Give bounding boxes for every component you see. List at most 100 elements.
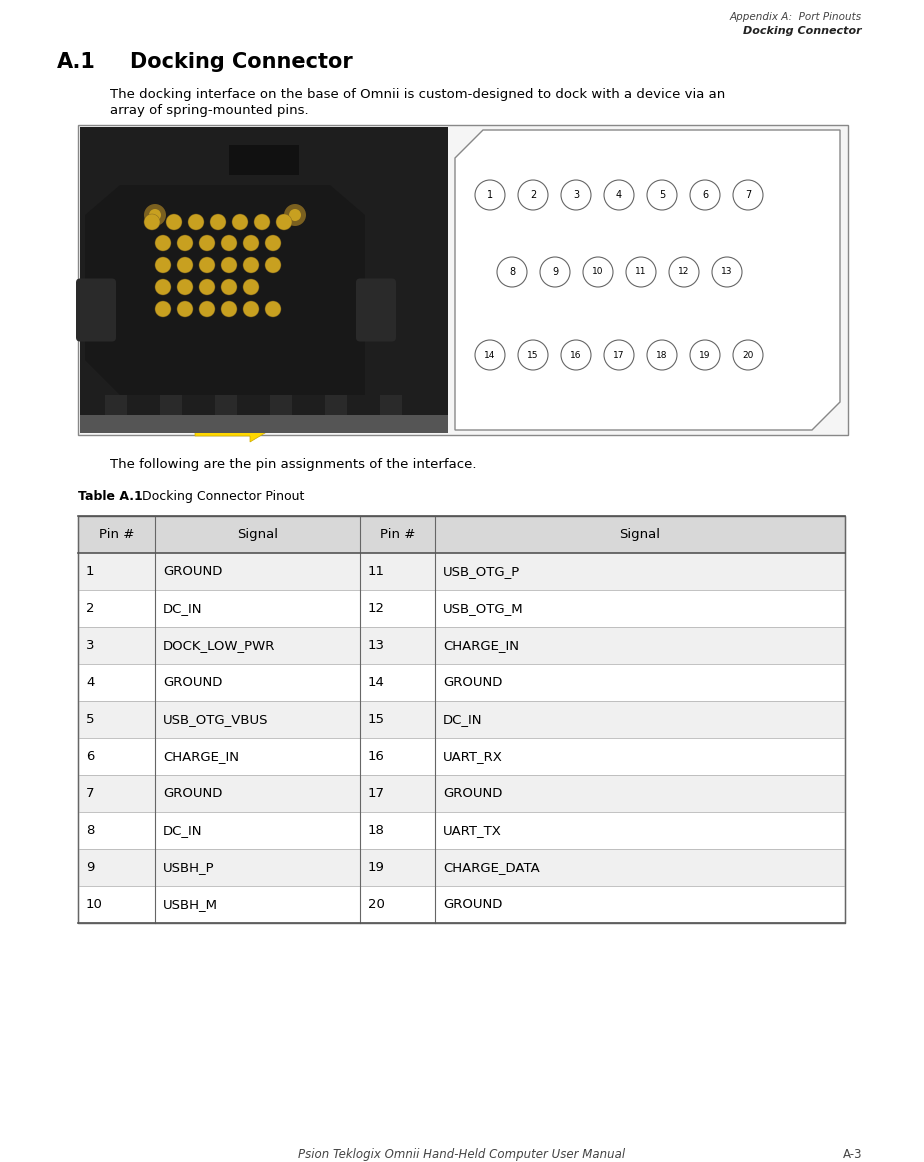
Text: array of spring-mounted pins.: array of spring-mounted pins. [110, 105, 309, 117]
Circle shape [166, 214, 182, 230]
Circle shape [647, 340, 677, 370]
Text: A-3: A-3 [843, 1148, 862, 1161]
Circle shape [276, 214, 292, 230]
Text: 15: 15 [528, 351, 539, 359]
Text: GROUND: GROUND [443, 787, 503, 799]
Text: 14: 14 [368, 676, 385, 689]
Circle shape [144, 214, 160, 230]
Bar [105, 395, 127, 415]
Circle shape [221, 301, 237, 317]
Text: CHARGE_IN: CHARGE_IN [443, 639, 519, 652]
Circle shape [475, 340, 505, 370]
Circle shape [149, 209, 161, 221]
Text: UART_TX: UART_TX [443, 824, 502, 837]
Text: GROUND: GROUND [443, 676, 503, 689]
Circle shape [199, 301, 215, 317]
FancyBboxPatch shape [76, 279, 116, 342]
Circle shape [669, 257, 699, 287]
Circle shape [221, 257, 237, 273]
Bar [325, 395, 347, 415]
Text: 3: 3 [573, 191, 579, 200]
Text: GROUND: GROUND [163, 787, 223, 799]
Text: 11: 11 [636, 267, 647, 277]
Text: 20: 20 [742, 351, 754, 359]
Bar [160, 395, 182, 415]
Circle shape [232, 214, 248, 230]
Circle shape [540, 257, 570, 287]
Circle shape [177, 301, 193, 317]
Text: DC_IN: DC_IN [443, 713, 482, 726]
Circle shape [144, 205, 166, 225]
Text: UART_RX: UART_RX [443, 749, 503, 763]
Text: 16: 16 [368, 749, 385, 763]
Circle shape [188, 214, 204, 230]
Circle shape [733, 180, 763, 210]
Text: Pin #: Pin # [99, 528, 134, 541]
Circle shape [561, 340, 591, 370]
Circle shape [243, 279, 259, 295]
Text: Signal: Signal [237, 528, 278, 541]
Text: 8: 8 [509, 267, 515, 277]
Bar [78, 516, 845, 553]
Bar [78, 553, 845, 590]
Circle shape [199, 257, 215, 273]
Circle shape [647, 180, 677, 210]
Text: DC_IN: DC_IN [163, 602, 202, 615]
Circle shape [690, 180, 720, 210]
Text: Docking Connector Pinout: Docking Connector Pinout [130, 490, 304, 503]
Text: 12: 12 [368, 602, 385, 615]
Text: 7: 7 [745, 191, 751, 200]
Text: 10: 10 [592, 267, 603, 277]
Text: 17: 17 [614, 351, 625, 359]
Circle shape [210, 214, 226, 230]
Circle shape [284, 205, 306, 225]
Circle shape [583, 257, 613, 287]
Bar [78, 775, 845, 812]
Circle shape [604, 180, 634, 210]
Text: GROUND: GROUND [443, 898, 503, 911]
Text: Docking Connector: Docking Connector [130, 52, 353, 72]
Text: The following are the pin assignments of the interface.: The following are the pin assignments of… [110, 458, 477, 471]
Text: 13: 13 [722, 267, 733, 277]
Text: 12: 12 [678, 267, 689, 277]
Text: 16: 16 [570, 351, 582, 359]
Circle shape [243, 257, 259, 273]
Circle shape [177, 257, 193, 273]
Circle shape [626, 257, 656, 287]
Circle shape [254, 214, 270, 230]
Text: 1: 1 [487, 191, 493, 200]
Polygon shape [195, 418, 270, 442]
Circle shape [199, 235, 215, 251]
Text: CHARGE_DATA: CHARGE_DATA [443, 861, 540, 874]
Circle shape [155, 235, 171, 251]
Text: 2: 2 [529, 191, 536, 200]
Text: 9: 9 [552, 267, 558, 277]
Text: 9: 9 [86, 861, 94, 874]
Text: 2: 2 [86, 602, 94, 615]
Circle shape [518, 340, 548, 370]
Text: 14: 14 [484, 351, 495, 359]
Circle shape [289, 209, 301, 221]
Text: USB_OTG_VBUS: USB_OTG_VBUS [163, 713, 269, 726]
Circle shape [712, 257, 742, 287]
Text: Docking Connector: Docking Connector [744, 26, 862, 36]
Text: 6: 6 [86, 749, 94, 763]
Text: GROUND: GROUND [163, 565, 223, 578]
Circle shape [177, 279, 193, 295]
Polygon shape [85, 185, 365, 395]
Text: 6: 6 [702, 191, 708, 200]
Text: Psion Teklogix Omnii Hand-Held Computer User Manual: Psion Teklogix Omnii Hand-Held Computer … [298, 1148, 626, 1161]
Circle shape [265, 235, 281, 251]
Text: 4: 4 [616, 191, 622, 200]
Text: USB_OTG_M: USB_OTG_M [443, 602, 524, 615]
Text: 18: 18 [368, 824, 385, 837]
Bar [78, 701, 845, 738]
Circle shape [475, 180, 505, 210]
Text: USBH_M: USBH_M [163, 898, 218, 911]
Circle shape [177, 235, 193, 251]
Text: A.1: A.1 [57, 52, 96, 72]
Circle shape [243, 235, 259, 251]
Bar [229, 145, 299, 175]
Circle shape [221, 235, 237, 251]
Bar [78, 516, 845, 923]
